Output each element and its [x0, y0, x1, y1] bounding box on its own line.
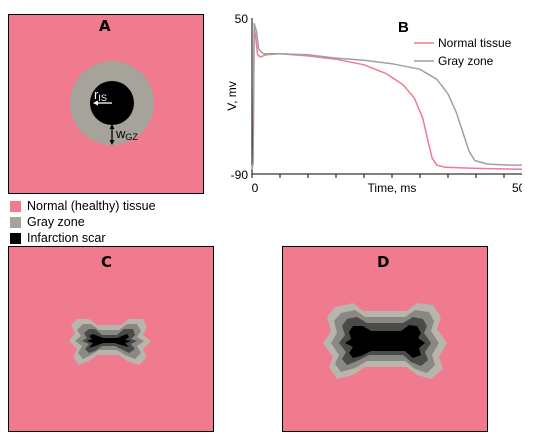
panel-a-label: A: [99, 17, 111, 35]
x-tick-marks: [251, 174, 505, 178]
y-tick-label-bottom: -90: [231, 168, 249, 182]
panel-d-label: D: [377, 253, 390, 271]
series-normal-tissue: [251, 28, 522, 171]
panel-a: A rIS wGZ: [8, 14, 204, 194]
scar-core: [87, 334, 131, 348]
legend-item: Gray zone: [10, 214, 156, 230]
scar-map-large: [323, 303, 447, 379]
y-tick-label-top: 50: [235, 12, 249, 26]
panel-c: C: [8, 246, 214, 432]
legend-label: Gray zone: [27, 215, 85, 229]
infarct-schematic: rIS wGZ: [70, 61, 154, 145]
legend-item: Normal (healthy) tissue: [10, 198, 156, 214]
action-potential-chart: B 50 -90 0 500 Time, ms V, mv Normal tis…: [225, 12, 522, 195]
series-gray-zone: [251, 22, 522, 170]
legend: Normal (healthy) tissue Gray zone Infarc…: [10, 198, 156, 246]
x-tick-label-start: 0: [252, 181, 259, 195]
scar-core: [345, 325, 425, 358]
r-is-label: rIS: [94, 87, 107, 103]
series-group: [251, 22, 522, 171]
legend-swatch-gray-zone: [10, 216, 21, 228]
legend-label: Normal (healthy) tissue: [27, 199, 156, 213]
legend-label-normal: Normal tissue: [438, 36, 512, 50]
x-tick-label-end: 500: [512, 181, 522, 195]
w-gz-arrowhead-top: [109, 124, 115, 129]
w-gz-label: wGZ: [115, 126, 138, 142]
legend-swatch-normal: [10, 200, 21, 212]
x-axis-label: Time, ms: [368, 181, 417, 195]
w-gz-arrowhead-bottom: [109, 140, 115, 145]
legend-swatch-scar: [10, 232, 21, 244]
legend-label-gray: Gray zone: [438, 54, 494, 68]
legend-item: Infarction scar: [10, 230, 156, 246]
chart-panel-label: B: [398, 19, 409, 36]
legend-label: Infarction scar: [27, 231, 106, 245]
r-is-arrowhead: [93, 100, 98, 106]
panel-c-label: C: [101, 253, 113, 271]
scar-map-small: [69, 319, 151, 365]
y-axis-label: V, mv: [225, 81, 239, 111]
panel-d: D: [282, 246, 488, 432]
